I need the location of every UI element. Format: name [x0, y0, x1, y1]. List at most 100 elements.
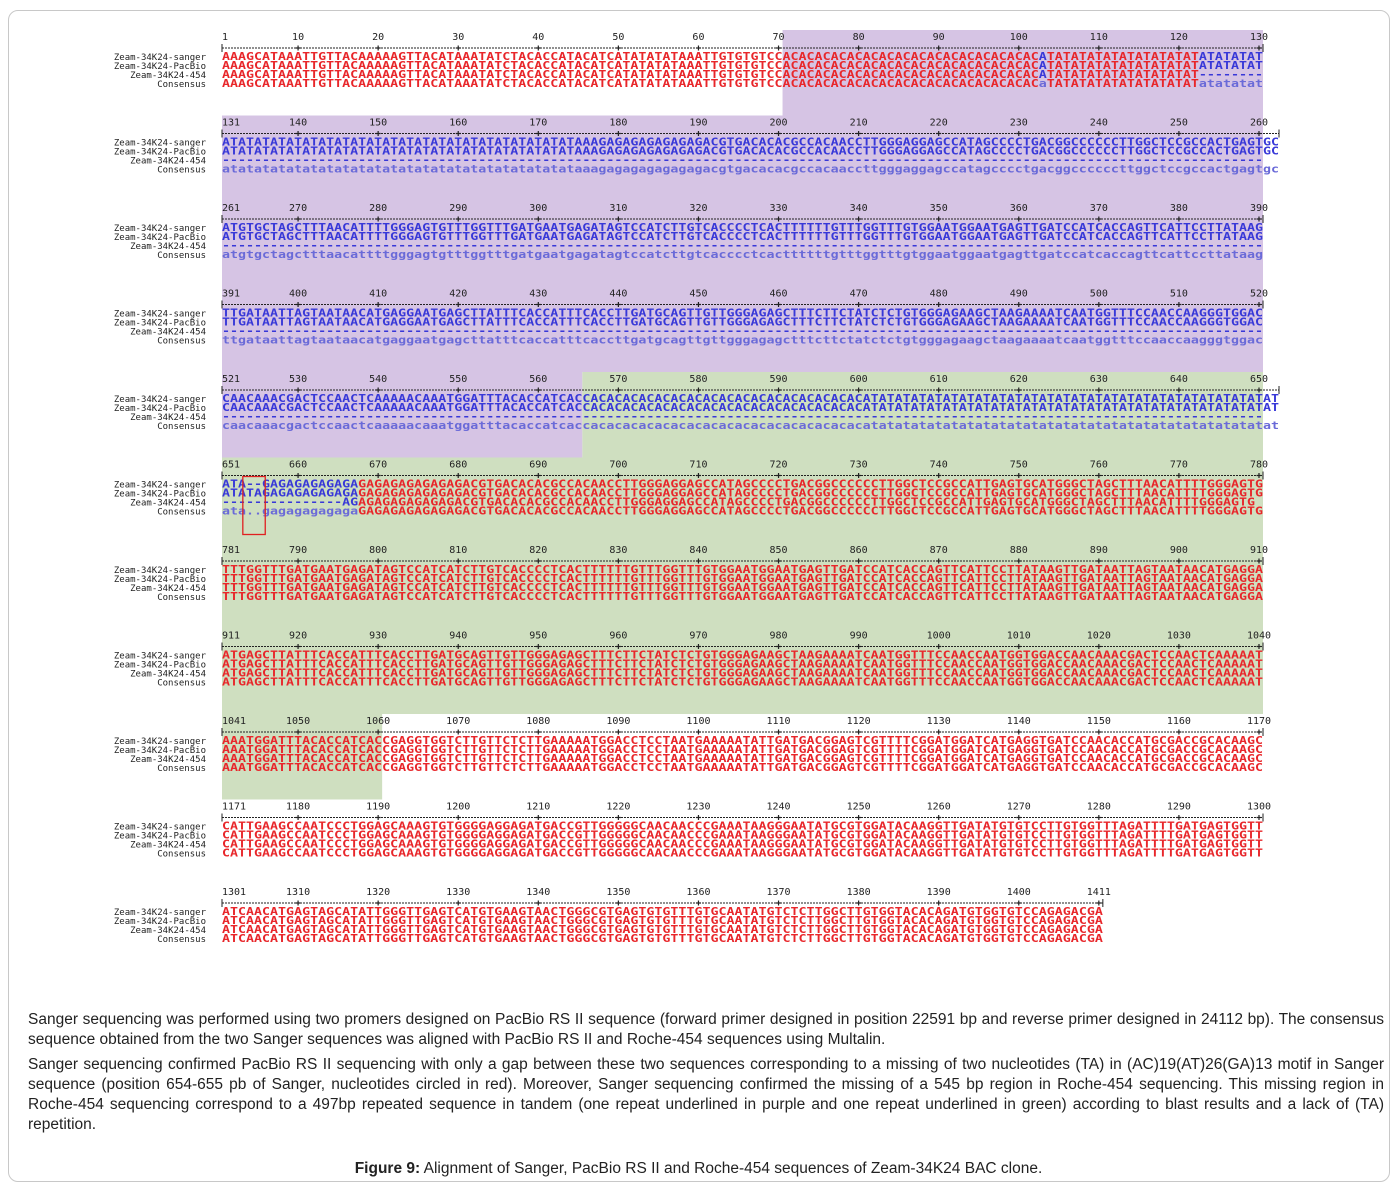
ruler-tick-label: 680: [449, 460, 467, 471]
ruler-tick-mark: [695, 729, 701, 735]
ruler-tick-label: 480: [930, 289, 948, 300]
ruler-tick-label: 830: [609, 545, 627, 556]
ruler-tick-mark: [535, 644, 541, 649]
green-repeat-region: [222, 543, 1263, 629]
ruler-tick-label: 1140: [1007, 716, 1031, 727]
ruler-tick-mark: [856, 387, 862, 393]
ruler-tick-mark: [535, 131, 541, 136]
ruler-tick-label: 400: [289, 289, 307, 300]
ruler-tick-mark: [1256, 216, 1262, 222]
ruler-tick-mark: [615, 900, 621, 906]
ruler-tick-label: 1360: [686, 887, 710, 898]
ruler-tick-label: 1041: [222, 716, 246, 727]
aligned-sequence: AAAGCATAAATTGTTACAAAAAGTTACATAAATATCTACA…: [222, 60, 1263, 72]
ruler-tick-label: 960: [609, 631, 627, 642]
sequence-run: AAATGGATTTACACCATCACCGAGGTGGTCTTGTTCTCTT…: [222, 735, 1263, 747]
aligned-sequence: CATTGAAGCCAATCCCTGGAGCAAAGTGTGGGGAGGAGAT…: [222, 821, 1263, 833]
ruler-tick-label: 130: [1250, 32, 1268, 43]
ruler-tick-mark: [1016, 45, 1022, 51]
ruler-tick-label: 40: [532, 32, 544, 43]
ruler-tick-mark: [695, 644, 701, 649]
ruler-tick-mark: [776, 558, 782, 564]
sequence-run: A: [1039, 51, 1048, 63]
row-label: Zeam-34K24-PacBio: [114, 575, 206, 585]
ruler-tick-label: 790: [289, 545, 307, 556]
ruler-tick-mark: [856, 900, 862, 906]
sequence-run: CAACAAACGACTCCAACTCAAAAACAAATGGATTTACACC…: [222, 393, 1279, 405]
ruler-tick-mark: [936, 644, 942, 649]
ruler-tick-label: 110: [1090, 32, 1108, 43]
ruler-tick-label: 530: [289, 374, 307, 385]
ruler-tick-mark: [615, 815, 621, 820]
ruler-tick-label: 1270: [1007, 802, 1031, 813]
ruler-tick-mark: [1256, 644, 1262, 649]
ruler-tick-mark: [295, 216, 301, 222]
ruler-tick-label: 1130: [927, 716, 951, 727]
ruler-tick-label: 1230: [686, 802, 710, 813]
row-label: Zeam-34K24-PacBio: [114, 233, 206, 243]
ruler-tick-label: 780: [1250, 460, 1268, 471]
ruler-tick-label: 1240: [766, 802, 790, 813]
ruler-tick-mark: [695, 387, 701, 393]
sequence-run: ttgataattagtaataacatgaggaatgagcttatttcac…: [222, 335, 1263, 347]
ruler-tick-mark: [776, 302, 782, 307]
green-repeat-region: [222, 457, 1263, 543]
ruler-tick-label: 100: [1010, 32, 1028, 43]
ruler-tick-mark: [1176, 387, 1182, 393]
ruler-tick-mark: [615, 45, 621, 51]
ruler-tick-label: 1170: [1247, 716, 1271, 727]
ruler-tick-mark: [856, 815, 862, 820]
ruler-tick-mark: [535, 729, 541, 735]
ruler-tick-label: 590: [770, 374, 788, 385]
ruler-tick-mark: [295, 45, 301, 51]
ruler-tick-label: 420: [449, 289, 467, 300]
ruler-tick-mark: [1016, 387, 1022, 393]
ruler-tick-mark: [936, 900, 942, 906]
row-label: Zeam-34K24-sanger: [114, 823, 207, 833]
ruler-tick-label: 1330: [446, 887, 470, 898]
ruler-tick-mark: [1256, 729, 1262, 735]
ruler-tick-label: 1340: [526, 887, 550, 898]
ruler-tick-label: 391: [222, 289, 240, 300]
aligned-sequence: ----------------------------------------…: [222, 240, 1263, 252]
aligned-sequence: AAAGCATAAATTGTTACAAAAAGTTACATAAATATCTACA…: [222, 51, 1263, 63]
row-label: Zeam-34K24-sanger: [114, 310, 207, 320]
aligned-sequence: ATATATATATATATATATATATATATATATATATATATAT…: [222, 137, 1279, 149]
ruler-tick-label: 1260: [927, 802, 951, 813]
sequence-run: ATCAACATGAGTAGCATATTGGGTTGAGTCATGTGAAGTA…: [222, 906, 1104, 918]
ruler-tick-mark: [615, 473, 621, 478]
ruler-tick-label: 1200: [446, 802, 470, 813]
sequence-run: ATCAACATGAGTAGCATATTGGGTTGAGTCATGTGAAGTA…: [222, 915, 1104, 927]
ruler-tick-mark: [455, 131, 461, 136]
sequence-run: ATCAACATGAGTAGCATATTGGGTTGAGTCATGTGAAGTA…: [222, 933, 1104, 945]
purple-repeat-region: [222, 115, 1263, 201]
ruler-tick-mark: [1096, 473, 1102, 478]
aligned-sequence: TTTGGTTTGATGAATGAGATAGTCCATCATCTTGTCACCC…: [222, 582, 1264, 594]
ruler-tick-mark: [776, 45, 782, 51]
sequence-run: TTGATAATTAGTAATAACATGAGGAATGAGCTTATTTCAC…: [222, 308, 1263, 320]
ruler-tick-label: 510: [1170, 289, 1188, 300]
ruler-tick-label: 610: [930, 374, 948, 385]
ruler-tick-mark: [1016, 644, 1022, 649]
ruler-tick-label: 30: [452, 32, 464, 43]
sequence-run: CAACAAACGACTCCAACTCAAAAACAAATGGATTTACACC…: [222, 402, 1279, 414]
ruler-tick-mark: [1096, 729, 1102, 735]
ruler-tick-label: 770: [1170, 460, 1188, 471]
sequence-run: ATGAGCTTATTTCACCATTTCACCTTGATGCAGTTGTTGG…: [222, 650, 1263, 662]
ruler-tick-mark: [1016, 729, 1022, 735]
ruler-tick-label: 1010: [1007, 631, 1031, 642]
consensus-sequence: TTTGGTTTGATGAATGAGATAGTCCATCATCTTGTCACCC…: [222, 591, 1264, 603]
ruler-tick-mark: [856, 302, 862, 307]
ruler-tick-label: 1171: [222, 802, 246, 813]
ruler-tick-mark: [776, 216, 782, 222]
ruler-tick-mark: [375, 131, 381, 136]
ruler-tick-mark: [1096, 45, 1102, 51]
ruler-tick-mark: [1256, 302, 1262, 307]
row-label: Zeam-34K24-PacBio: [114, 148, 206, 158]
ruler-tick-mark: [375, 45, 381, 51]
ruler-tick-mark: [615, 216, 621, 222]
ruler-tick-label: 740: [930, 460, 948, 471]
ruler-tick-mark: [295, 729, 301, 735]
ruler-tick-label: 730: [850, 460, 868, 471]
ruler-tick-mark: [776, 387, 782, 393]
